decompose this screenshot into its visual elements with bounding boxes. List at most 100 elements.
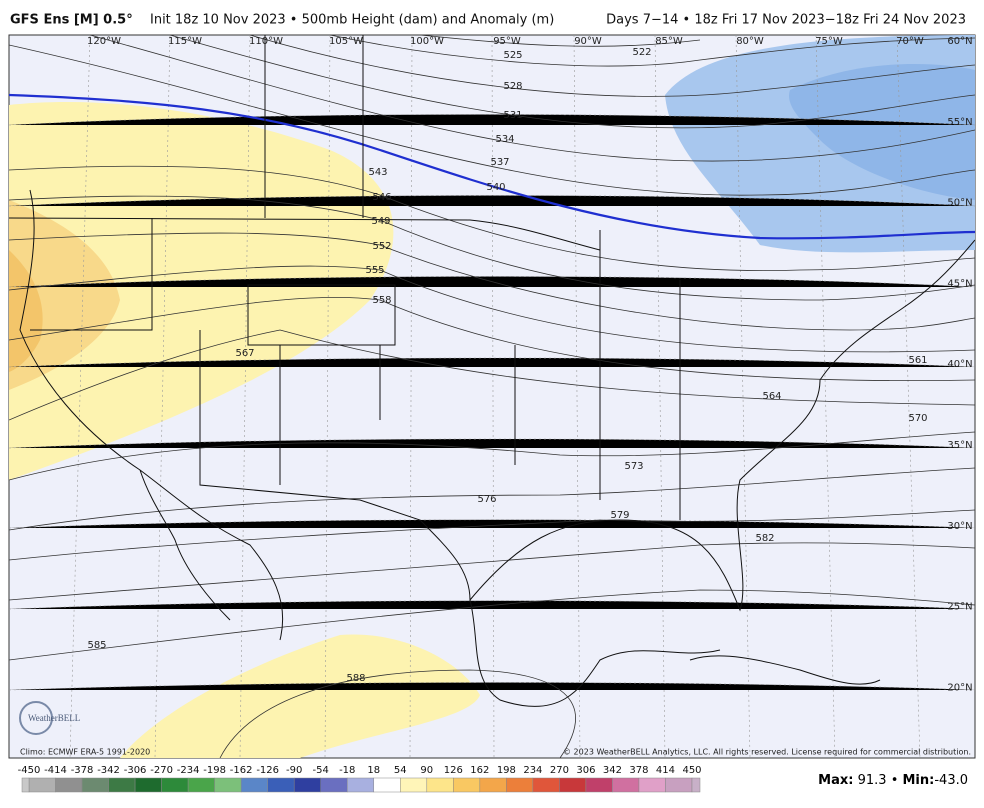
longitude-label: 70°W [896,36,924,47]
colorbar-cell [400,777,428,793]
colorbar-label: 126 [444,765,463,776]
contour-label: 549 [371,216,390,227]
longitude-label: 80°W [736,36,764,47]
max-label: Max: [818,773,853,788]
colorbar-label: -234 [177,765,200,776]
positive-anomaly [120,634,480,758]
colorbar-cell [293,777,321,793]
contour-label: 558 [372,295,391,306]
contour-label: 552 [372,241,391,252]
colorbar-label: -54 [313,765,329,776]
colorbar-cell [373,777,401,793]
longitude-label: 85°W [655,36,683,47]
colorbar-label: -126 [256,765,279,776]
colorbar-cell [612,777,640,793]
negative-anomaly-core [789,64,975,200]
contour-label: 585 [87,640,106,651]
logo: WeatherBELL [28,713,80,723]
latitude-label: 20°N [947,682,972,693]
colorbar-cell [638,777,666,793]
contour-label: 531 [503,110,522,121]
min-value: -43.0 [934,773,968,788]
colorbar-cell [479,777,507,793]
contour-label: 525 [503,50,522,61]
colorbar-cell [665,777,693,793]
colorbar-label: -18 [339,765,355,776]
colorbar-cell [585,777,613,793]
colorbar-label: -378 [71,765,94,776]
longitude-label: 120°W [87,36,121,47]
colorbar-cell [187,777,215,793]
init-title: Init 18z 10 Nov 2023 • 500mb Height (dam… [150,13,554,28]
longitude-label: 90°W [574,36,602,47]
colorbar-cell [559,777,587,793]
max-value: 91.3 [858,773,887,788]
latitude-label: 25°N [947,602,972,613]
colorbar-label: 18 [367,765,380,776]
min-label: Min: [903,773,935,788]
colorbar-cell [161,777,189,793]
latitude-label: 50°N [947,198,972,209]
contour-label: 555 [365,265,384,276]
stats: Max: 91.3 • Min:-43.0 [818,773,968,788]
colorbar-cell [267,777,295,793]
latitude-label: 40°N [947,359,972,370]
boundaries [9,35,975,707]
contour-label: 573 [624,461,643,472]
colorbar-label: -450 [18,765,41,776]
valid-title: Days 7−14 • 18z Fri 17 Nov 2023−18z Fri … [606,13,966,28]
contour-label: 579 [610,510,629,521]
colorbar-cell [506,777,534,793]
longitude-label: 75°W [815,36,843,47]
colorbar-cell [320,777,348,793]
colorbar-label: 162 [470,765,489,776]
contour-label: 522 [632,47,651,58]
colorbar-label: 450 [682,765,701,776]
copyright: © 2023 WeatherBELL Analytics, LLC. All r… [563,748,971,757]
longitude-label: 115°W [168,36,202,47]
colorbar-cell [346,777,375,793]
contour-label: 540 [486,182,505,193]
contour-label: 534 [495,134,514,145]
climo-note: Climo: ECMWF ERA-5 1991-2020 [20,748,150,757]
longitude-label: 105°W [329,36,363,47]
colorbar-label: 270 [550,765,569,776]
latitude-label: 30°N [947,521,972,532]
colorbar-label: -90 [286,765,302,776]
separator: • [891,773,899,788]
model-title: GFS Ens [M] 0.5° [10,13,133,28]
colorbar-cell [214,777,242,793]
colorbar-cell [240,777,268,793]
latitude-label: 60°N [947,36,972,47]
graticule [9,35,975,758]
colorbar-label: -270 [150,765,173,776]
colorbar-end [691,777,701,793]
colorbar-cell [108,777,136,793]
contour-label: 561 [908,355,927,366]
contour-label: 564 [762,391,781,402]
contour-label: 528 [503,81,522,92]
contour-label: 567 [235,348,254,359]
colorbar-cell [28,777,56,793]
colorbar-cell [55,777,83,793]
contour-label: 546 [372,192,391,203]
longitude-label: 110°W [249,36,283,47]
contour-540 [9,93,975,240]
latitude-label: 55°N [947,117,972,128]
colorbar-start [21,777,30,793]
logo-mark [19,701,53,735]
colorbar-label: -198 [203,765,226,776]
colorbar-label: 342 [603,765,622,776]
colorbar-label: 234 [523,765,542,776]
colorbar-cell [453,777,481,793]
colorbar-cell [134,777,162,793]
colorbar-label: 90 [420,765,433,776]
colorbar-cell [81,777,109,793]
colorbar-label: -414 [44,765,67,776]
contour-label: 588 [346,673,365,684]
map-layers [9,35,975,758]
latitude-label: 35°N [947,440,972,451]
contours [9,35,975,758]
contour-label: 537 [490,157,509,168]
